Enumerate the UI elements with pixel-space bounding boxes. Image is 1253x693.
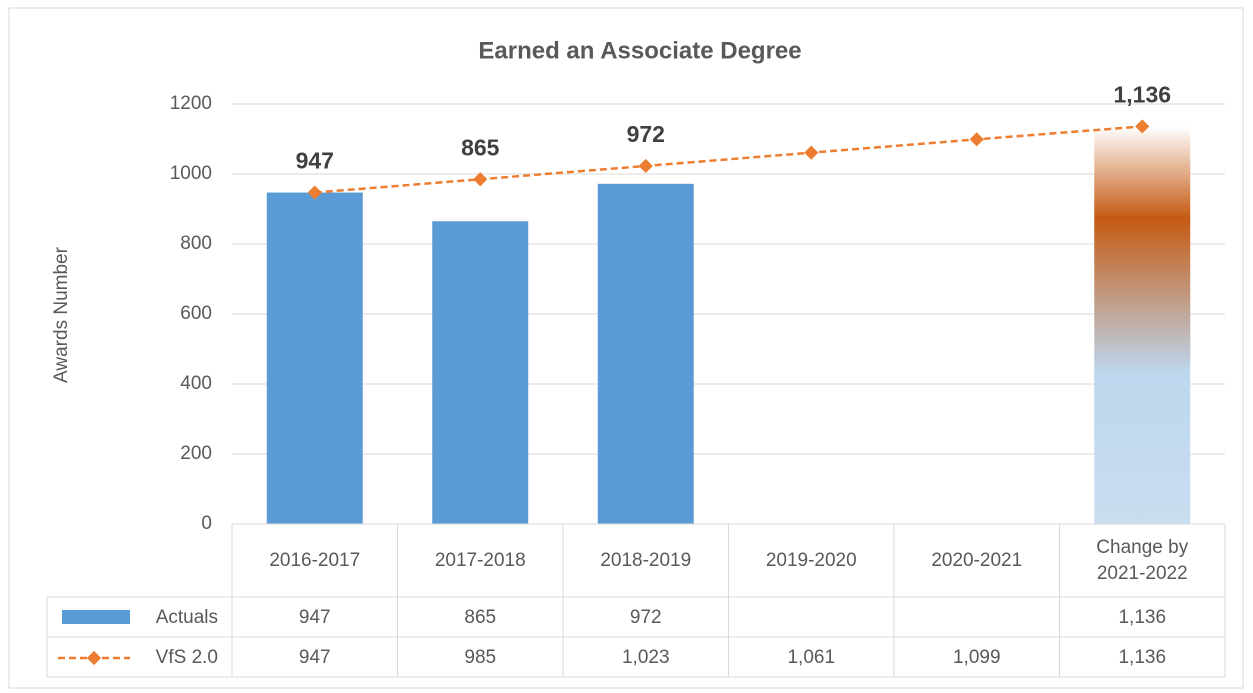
line-marker — [804, 145, 819, 160]
table-value: 865 — [464, 607, 496, 628]
x-tick-label: 2017-2018 — [434, 549, 526, 571]
category-cell: 2020-2021 — [931, 549, 1023, 571]
bar — [597, 183, 694, 525]
x-tick-label: Change by 2021-2022 — [1096, 536, 1189, 584]
data-label: 947 — [296, 148, 334, 174]
line-marker — [969, 132, 984, 147]
line — [314, 125, 1143, 194]
y-tick-label: 1200 — [170, 93, 212, 114]
x-tick-label: 2018-2019 — [600, 549, 692, 571]
x-tick-label: 2016-2017 — [269, 549, 361, 571]
line-marker — [1135, 119, 1150, 134]
category-cell: 2018-2019 — [600, 549, 692, 571]
table-value: 947 — [299, 607, 331, 628]
bar — [432, 221, 529, 524]
data-label: 1,136 — [1113, 81, 1171, 107]
category-cell: Change by 2021-2022 — [1096, 536, 1189, 584]
data-label: 865 — [461, 134, 500, 160]
data-label: 972 — [627, 121, 665, 147]
table-value: 1,136 — [1118, 607, 1166, 628]
legend-label: Actuals — [156, 607, 218, 628]
y-tick-label: 600 — [180, 303, 212, 324]
table-value: 947 — [299, 647, 331, 668]
category-cell: 2019-2020 — [765, 549, 857, 571]
x-tick-label: 2019-2020 — [765, 549, 857, 571]
chart-title: Earned an Associate Degree — [478, 37, 801, 64]
category-cell: 2017-2018 — [434, 549, 526, 571]
line-marker — [307, 185, 322, 200]
table-value: 1,099 — [953, 647, 1001, 668]
y-tick-label: 800 — [180, 233, 212, 254]
category-cell: 2016-2017 — [269, 549, 361, 571]
bar — [1094, 126, 1191, 525]
line-marker — [473, 172, 488, 187]
y-tick-label: 0 — [201, 513, 212, 534]
legend-label: VfS 2.0 — [156, 647, 218, 668]
y-tick-label: 400 — [180, 373, 212, 394]
legend-marker — [86, 650, 102, 666]
table-value: 1,061 — [787, 647, 835, 668]
table-value: 985 — [464, 647, 496, 668]
table-value: 972 — [630, 607, 662, 628]
bar — [266, 192, 363, 525]
line-marker — [638, 158, 653, 174]
table-value: 1,023 — [622, 647, 670, 668]
table-value: 1,136 — [1118, 647, 1166, 668]
legend-swatch — [62, 610, 130, 624]
x-tick-label: 2020-2021 — [931, 549, 1023, 571]
y-axis-label: Awards Number — [51, 246, 72, 383]
y-tick-label: 1000 — [170, 163, 212, 184]
y-tick-label: 200 — [180, 443, 212, 464]
